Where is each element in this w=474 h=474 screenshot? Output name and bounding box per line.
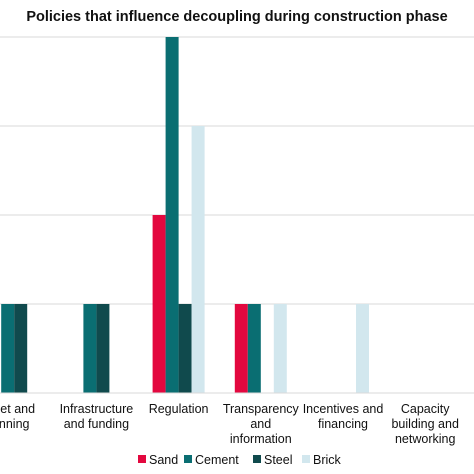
x-tick-label: financing: [318, 417, 368, 431]
bars: [1, 37, 369, 393]
bar-cement: [165, 37, 179, 393]
gridlines: [0, 36, 474, 305]
bar-sand: [152, 215, 166, 393]
x-tick-label: Transparency: [223, 402, 300, 416]
x-tick-label: building and: [391, 417, 458, 431]
bar-sand: [234, 304, 248, 393]
bar-brick: [356, 304, 369, 393]
legend-label: Brick: [313, 453, 342, 467]
bar-cement: [1, 304, 15, 393]
legend-label: Cement: [195, 453, 239, 467]
bar-cement: [83, 304, 97, 393]
legend-label: Steel: [264, 453, 293, 467]
legend-item-cement: Cement: [184, 453, 239, 467]
legend-item-sand: Sand: [138, 453, 178, 467]
x-tick-label: nning: [0, 417, 30, 431]
bar-cement: [247, 304, 261, 393]
x-tick-label: and: [250, 417, 271, 431]
x-tick-label: Infrastructure: [60, 402, 134, 416]
bar-steel: [14, 304, 28, 393]
legend-swatch: [302, 455, 310, 463]
legend: Sand Cement Steel Brick: [138, 453, 342, 467]
legend-item-steel: Steel: [253, 453, 293, 467]
x-tick-label: Incentives and: [303, 402, 384, 416]
x-tick-label: networking: [395, 432, 455, 446]
x-tick-label: get and: [0, 402, 35, 416]
x-tick-label: information: [230, 432, 292, 446]
chart-title: Policies that influence decoupling durin…: [26, 9, 447, 25]
legend-swatch: [184, 455, 192, 463]
legend-label: Sand: [149, 453, 178, 467]
bar-steel: [96, 304, 110, 393]
x-tick-label: and funding: [64, 417, 129, 431]
bar-brick: [191, 126, 205, 393]
bar-brick: [273, 304, 287, 393]
x-tick-label: Regulation: [149, 402, 209, 416]
legend-item-brick: Brick: [302, 453, 342, 467]
legend-swatch: [253, 455, 261, 463]
x-tick-label: Capacity: [401, 402, 450, 416]
bar-steel: [178, 304, 192, 393]
legend-swatch: [138, 455, 146, 463]
